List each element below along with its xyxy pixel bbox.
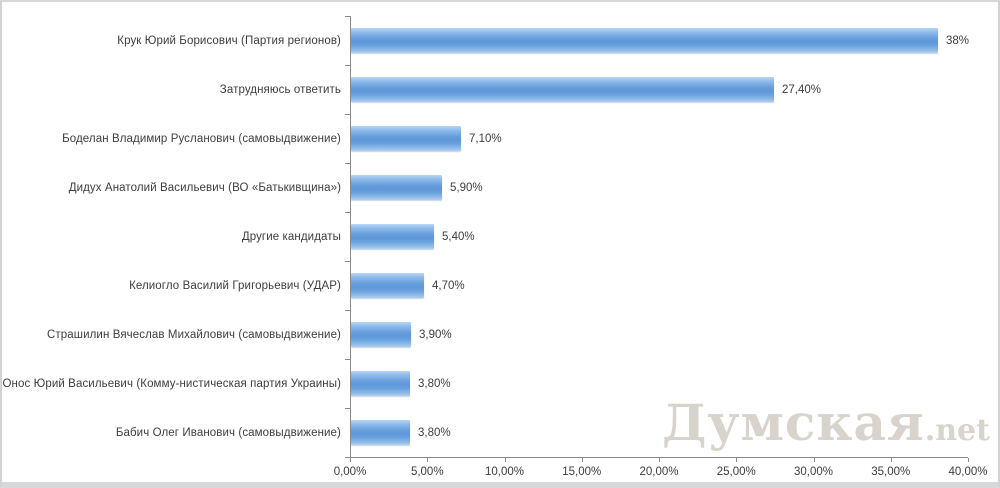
category-axis-tick [345,310,350,311]
value-label: 5,40% [442,230,475,243]
x-axis-tick [427,458,429,462]
x-axis-tick [890,458,892,462]
x-axis-tick-label: 5,00% [410,466,444,478]
category-axis-tick [345,163,350,164]
category-axis-tick [345,65,350,66]
category-axis-tick [345,16,350,17]
category-label: Келиогло Василий Григорьевич (УДАР) [129,279,341,292]
x-axis-tick [350,458,351,462]
data-bar [351,371,410,396]
category-axis-tick [345,261,350,262]
data-bar [351,77,774,102]
data-bar [351,420,410,445]
x-axis-tick [813,458,815,462]
value-label: 27,40% [782,83,822,96]
category-label: Другие кандидаты [241,230,341,243]
category-axis-tick [345,212,350,213]
x-axis-tick-label: 40,00% [948,466,988,478]
x-axis-line [346,457,968,458]
watermark: Думская.net [662,398,990,448]
x-axis-tick-label: 30,00% [793,466,833,478]
x-axis-tick-label: 20,00% [639,466,679,478]
x-axis-tick [659,458,660,462]
x-axis-tick-label: 15,00% [562,466,602,478]
x-axis-tick-label: 10,00% [484,466,524,478]
data-bar [351,126,461,151]
x-axis-tick [504,458,506,462]
data-bar [351,273,424,298]
value-label: 7,10% [469,132,502,145]
category-axis-tick [345,359,350,360]
category-axis-tick [345,457,350,458]
watermark-suffix: .net [924,413,990,448]
x-axis-tick-label: 35,00% [871,466,911,478]
category-label: Онос Юрий Васильевич (Комму-нистическая … [2,377,341,390]
x-axis-tick-label: 0,00% [333,466,367,478]
category-axis-tick [345,114,350,115]
value-label: 5,90% [450,181,483,194]
category-axis-tick [345,408,350,409]
value-label: 4,70% [432,279,465,292]
category-label: Крук Юрий Борисович (Партия регионов) [117,34,341,47]
category-label: Страшилин Вячеслав Михайлович (самовыдви… [47,328,341,341]
data-bar [351,224,434,249]
x-axis-tick-label: 25,00% [716,466,756,478]
category-label: Бабич Олег Иванович (самовыдвижение) [115,426,341,439]
x-axis-tick [968,458,969,462]
value-label: 3,80% [418,377,451,390]
x-axis-tick [736,458,738,462]
y-axis-line [350,16,351,457]
value-label: 38% [946,34,970,47]
category-label: Боделан Владимир Русланович (самовыдвиже… [62,132,341,145]
data-bar [351,175,442,200]
category-label: Дидух Анатолий Васильевич (ВО «Батькивщи… [68,181,341,194]
value-label: 3,80% [418,426,451,439]
watermark-main: Думская [662,393,925,452]
value-label: 3,90% [419,328,452,341]
data-bar [351,322,411,347]
data-bar [351,28,938,53]
x-axis-tick [581,458,583,462]
category-label: Затрудняюсь ответить [219,83,341,96]
